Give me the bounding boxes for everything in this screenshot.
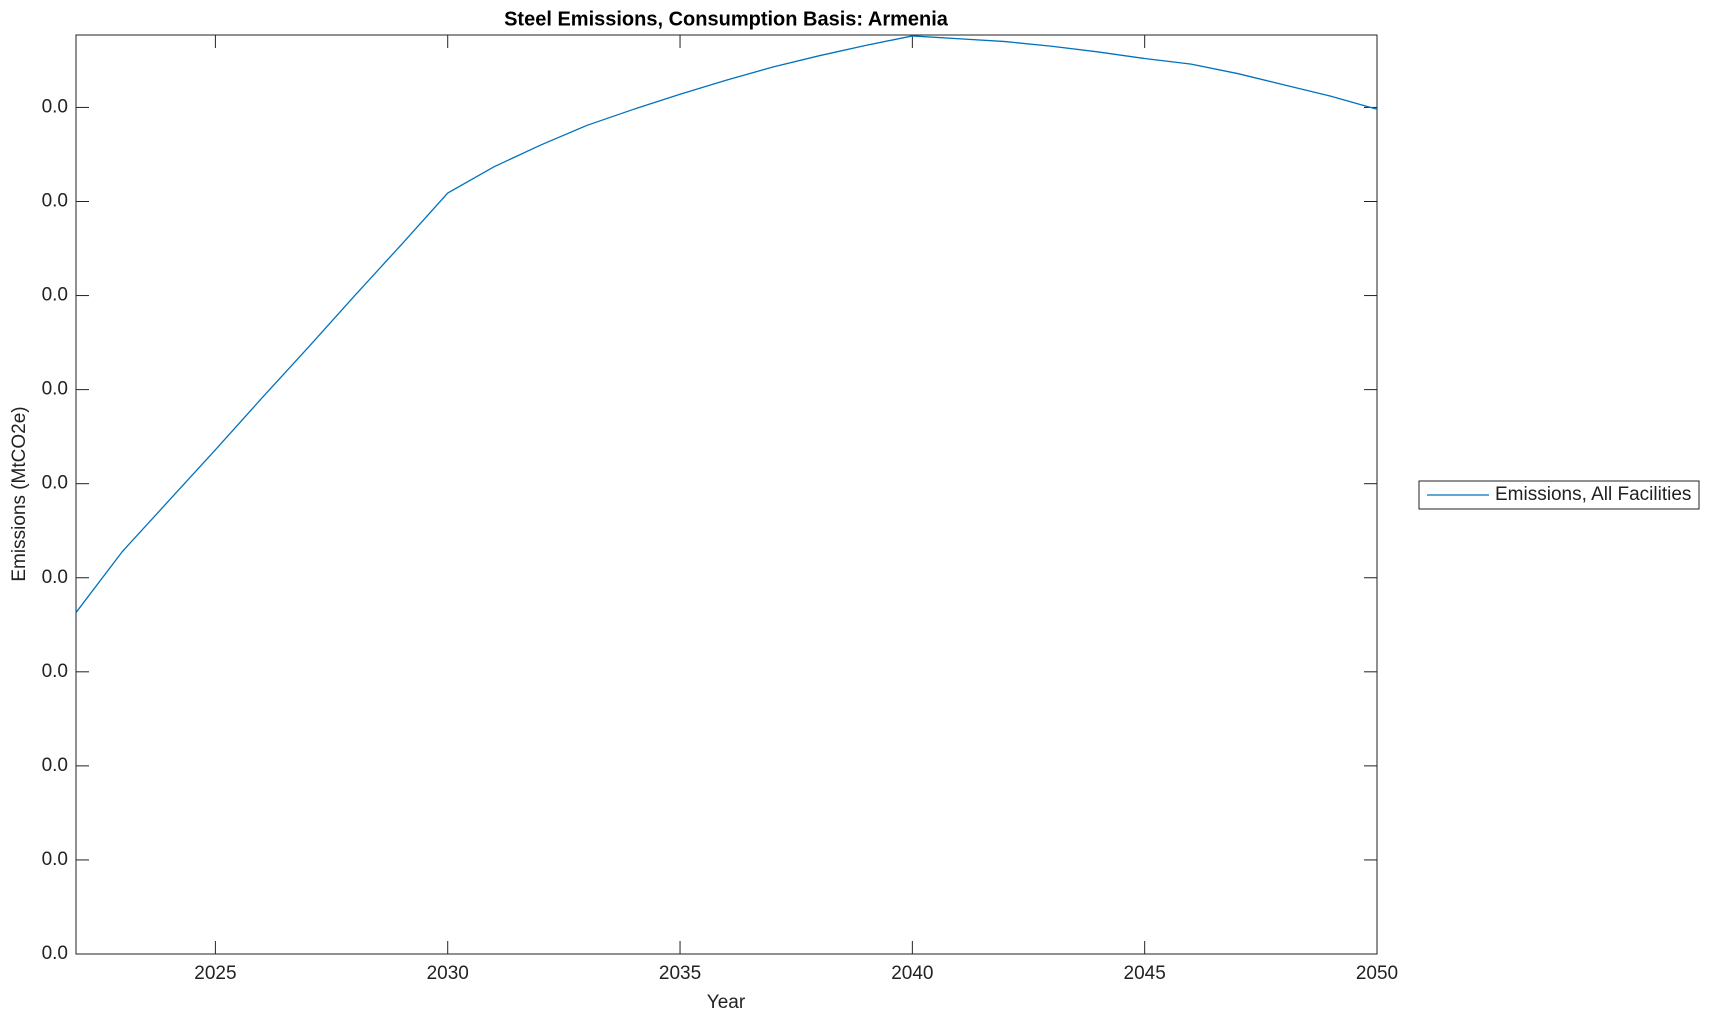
y-tick-label: 0.0: [42, 473, 68, 494]
legend-label: Emissions, All Facilities: [1495, 484, 1691, 505]
x-tick-label: 2030: [427, 963, 469, 984]
y-tick-label: 0.0: [42, 943, 68, 964]
plot-area: [75, 34, 1378, 955]
y-tick-label: 0.0: [42, 191, 68, 212]
chart-title: Steel Emissions, Consumption Basis: Arme…: [504, 8, 949, 30]
x-tick-label: 2025: [194, 963, 236, 984]
y-tick-label: 0.0: [42, 96, 68, 117]
y-tick-label: 0.0: [42, 755, 68, 776]
x-tick-label: 2045: [1124, 963, 1166, 984]
x-tick-label: 2040: [891, 963, 933, 984]
x-tick-label: 2035: [659, 963, 701, 984]
x-tick-label: 2050: [1356, 963, 1398, 984]
line-series: [75, 35, 1378, 613]
y-tick-label: 0.0: [42, 285, 68, 306]
y-axis-label: Emissions (MtCO2e): [9, 406, 30, 581]
y-tick-label: 0.0: [42, 661, 68, 682]
x-axis-label: Year: [707, 992, 746, 1013]
y-tick-label: 0.0: [42, 849, 68, 870]
y-tick-label: 0.0: [42, 379, 68, 400]
y-tick-label: 0.0: [42, 567, 68, 588]
